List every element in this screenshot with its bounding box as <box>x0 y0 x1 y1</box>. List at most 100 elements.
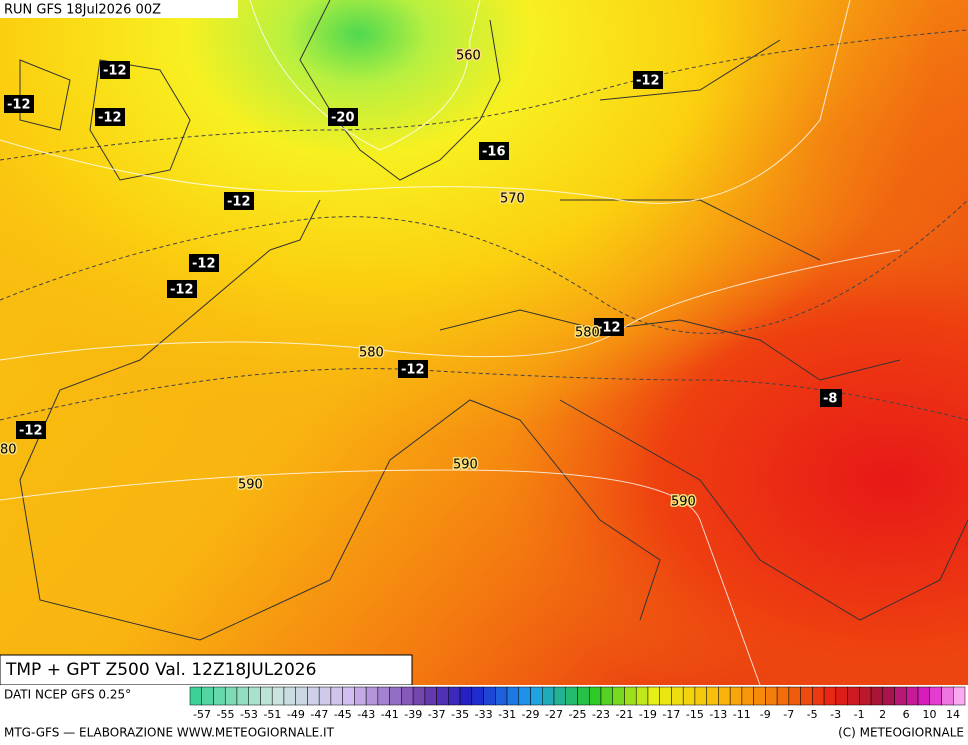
scale-label: -45 <box>334 708 352 721</box>
isotherm-label-box <box>16 421 46 439</box>
scale-swatch <box>401 686 414 706</box>
scale-swatch <box>495 686 508 706</box>
isotherm-label-box <box>95 108 125 126</box>
coastlines <box>19 0 968 641</box>
scale-swatch <box>565 686 578 706</box>
scale-label: -13 <box>709 708 727 721</box>
isotherm-label: -12 <box>636 74 660 89</box>
scale-swatch <box>800 686 813 706</box>
isotherm-label-box <box>100 61 130 79</box>
scale-swatch <box>213 686 226 706</box>
scale-swatch <box>624 686 637 706</box>
scale-swatch <box>600 686 613 706</box>
isotherm-label: -12 <box>19 424 43 439</box>
isotherm-label: -12 <box>98 111 122 126</box>
scale-swatch <box>389 686 402 706</box>
scale-swatch <box>448 686 461 706</box>
scale-swatch <box>659 686 672 706</box>
scale-swatch <box>377 686 390 706</box>
scale-swatch <box>283 686 296 706</box>
scale-label: -51 <box>263 708 281 721</box>
scale-swatch <box>436 686 449 706</box>
scale-swatch <box>647 686 660 706</box>
scale-label: -49 <box>287 708 305 721</box>
scale-swatch <box>471 686 484 706</box>
isotherm-label: -12 <box>7 98 31 113</box>
scale-label: -7 <box>783 708 794 721</box>
color-scale: -57 -55 -53 -51 -49 -47 -45 -43 -41 -39 -37 -35 -33-… <box>189 686 966 721</box>
scale-swatch <box>788 686 801 706</box>
scale-label: -35 <box>451 708 469 721</box>
scale-swatch <box>682 686 696 706</box>
scale-swatch <box>542 686 555 706</box>
scale-label: -39 <box>404 708 422 721</box>
isotherms <box>0 29 968 421</box>
isotherm-label: -8 <box>823 392 837 407</box>
scale-label: -47 <box>310 708 328 721</box>
scale-swatch <box>859 686 872 706</box>
isotherm-label-box <box>479 142 509 160</box>
isohypse-label: 580 <box>575 326 600 341</box>
scale-label: 6 <box>903 708 910 721</box>
source: DATI NCEP GFS 0.25° <box>4 688 131 702</box>
scale-swatch <box>354 686 367 706</box>
scale-label: -1 <box>854 708 865 721</box>
scale-swatch <box>765 686 778 706</box>
scale-swatch <box>412 686 426 706</box>
scale-label: -11 <box>733 708 751 721</box>
isohypse-label: 560 <box>456 49 481 64</box>
scale-swatch <box>307 686 320 706</box>
scale-swatch <box>635 686 649 706</box>
scale-label: -53 <box>240 708 258 721</box>
scale-swatch <box>330 686 343 706</box>
isotherm-label-box <box>633 71 663 89</box>
scale-swatch <box>577 686 590 706</box>
isotherm-label: -12 <box>192 257 216 272</box>
scale-label: 2 <box>879 708 886 721</box>
scale-swatch <box>260 686 273 706</box>
scale-swatch <box>236 686 249 706</box>
scale-swatch <box>882 686 895 706</box>
isotherm-label-box <box>4 95 34 113</box>
scale-label: -17 <box>662 708 680 721</box>
scale-swatch <box>189 686 202 706</box>
scale-swatch <box>588 686 602 706</box>
scale-label: -15 <box>686 708 704 721</box>
copyright: (C) METEOGIORNALE <box>838 726 964 740</box>
scale-label: -33 <box>475 708 493 721</box>
scale-label: -19 <box>639 708 657 721</box>
scale-label: -21 <box>615 708 633 721</box>
scale-swatch <box>741 686 754 706</box>
isotherm-label-box <box>224 192 254 210</box>
scale-swatch <box>729 686 743 706</box>
scale-swatch <box>530 686 543 706</box>
isotherm-label-box <box>398 360 428 378</box>
scale-swatch <box>612 686 625 706</box>
scale-swatch <box>870 686 884 706</box>
title-box <box>0 654 413 686</box>
scale-label: -41 <box>381 708 399 721</box>
scale-swatch <box>459 686 473 706</box>
scale-label: -55 <box>216 708 234 721</box>
scale-swatch <box>894 686 907 706</box>
scale-swatch <box>835 686 848 706</box>
scale-swatch <box>706 686 719 706</box>
map-title: TMP + GPT Z500 Val. 12Z18JUL2026 <box>5 660 316 680</box>
isohypses <box>0 0 900 685</box>
scale-swatch <box>201 686 214 706</box>
scale-label: -37 <box>428 708 446 721</box>
scale-swatch <box>917 686 931 706</box>
scale-swatch <box>553 686 567 706</box>
scale-swatch <box>718 686 731 706</box>
scale-swatch <box>342 686 355 706</box>
scale-label: -3 <box>830 708 841 721</box>
isotherm-label-box <box>189 254 219 272</box>
scale-swatch <box>271 686 285 706</box>
isotherm-label: -12 <box>227 195 251 210</box>
isotherm-label: -12 <box>170 283 194 298</box>
isohypse-label: 580 <box>359 346 384 361</box>
scale-swatch <box>929 686 942 706</box>
run-box <box>0 0 238 18</box>
isohypse-label: 590 <box>238 478 263 493</box>
